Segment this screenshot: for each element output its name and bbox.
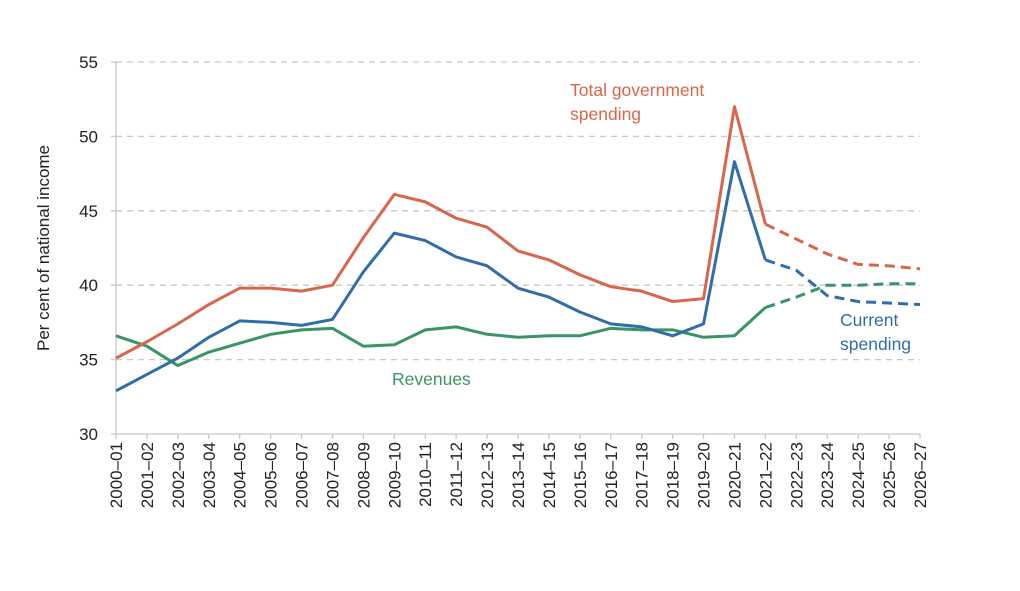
y-axis-title: Per cent of national income: [34, 145, 53, 351]
x-tick-label: 2014–15: [540, 442, 559, 508]
x-tick-label: 2017–18: [633, 442, 652, 508]
x-tick-label: 2012–13: [478, 442, 497, 508]
series-line-forecast: [764, 258, 921, 307]
x-tick-label: 2003–04: [200, 442, 219, 508]
x-tick-label: 2008–09: [354, 442, 373, 508]
series-label: spending: [840, 334, 911, 354]
x-tick-label: 2019–20: [695, 442, 714, 508]
series-line-forecast: [764, 282, 920, 309]
y-tick-label: 50: [79, 127, 98, 146]
x-tick-label: 2013–14: [509, 442, 528, 508]
x-tick-label: 2023–24: [818, 442, 837, 508]
y-tick-label: 30: [79, 425, 98, 444]
series-total-government-spending: [115, 105, 921, 360]
x-tick-label: 2009–10: [385, 442, 404, 508]
series-label: Current: [840, 310, 898, 330]
x-tick-label: 2001–02: [138, 442, 157, 508]
x-tick-label: 2020–21: [725, 442, 744, 508]
series-label: Revenues: [392, 369, 471, 389]
x-tick-label: 2016–17: [602, 442, 621, 508]
x-tick-label: 2018–19: [664, 442, 683, 508]
series-line-forecast: [764, 222, 921, 271]
series-label: Total government: [570, 80, 704, 100]
x-tick-label: 2004–05: [231, 442, 250, 508]
x-tick-label: 2006–07: [293, 442, 312, 508]
x-tick-labels: 2000–01 2001–02 2002–03 2003–04 2004–05 2005–…: [107, 434, 930, 508]
x-tick-label: 2000–01: [107, 442, 126, 508]
y-tick-label: 35: [79, 351, 98, 370]
series-annotations: Total government spending Current spending R…: [392, 80, 911, 389]
x-tick-label: 2025–26: [880, 442, 899, 508]
x-tick-label: 2005–06: [262, 442, 281, 508]
series-line-outturn: [115, 306, 767, 368]
x-tick-label: 2026–27: [911, 442, 930, 508]
gridlines: [111, 61, 920, 435]
axes: [115, 62, 920, 435]
series-label: spending: [570, 104, 641, 124]
x-tick-label: 2022–23: [787, 442, 806, 508]
x-tick-label: 2011–12: [447, 442, 466, 507]
x-tick-label: 2024–25: [849, 442, 868, 508]
series-current-spending: [115, 160, 921, 393]
y-tick-label: 55: [79, 53, 98, 72]
series-revenues: [115, 282, 921, 368]
series-line-outturn: [115, 105, 767, 360]
x-tick-label: 2015–16: [571, 442, 590, 508]
series-line-outturn: [115, 160, 767, 393]
series-lines: [115, 105, 921, 393]
x-tick-label: 2021–22: [756, 442, 775, 508]
y-tick-label: 40: [79, 276, 98, 295]
x-tick-label: 2010–11: [416, 442, 435, 507]
x-tick-label: 2002–03: [169, 442, 188, 508]
x-tick-label: 2007–08: [323, 442, 342, 508]
y-tick-labels: 30 35 40 45 50 55: [79, 53, 98, 444]
y-tick-label: 45: [79, 202, 98, 221]
